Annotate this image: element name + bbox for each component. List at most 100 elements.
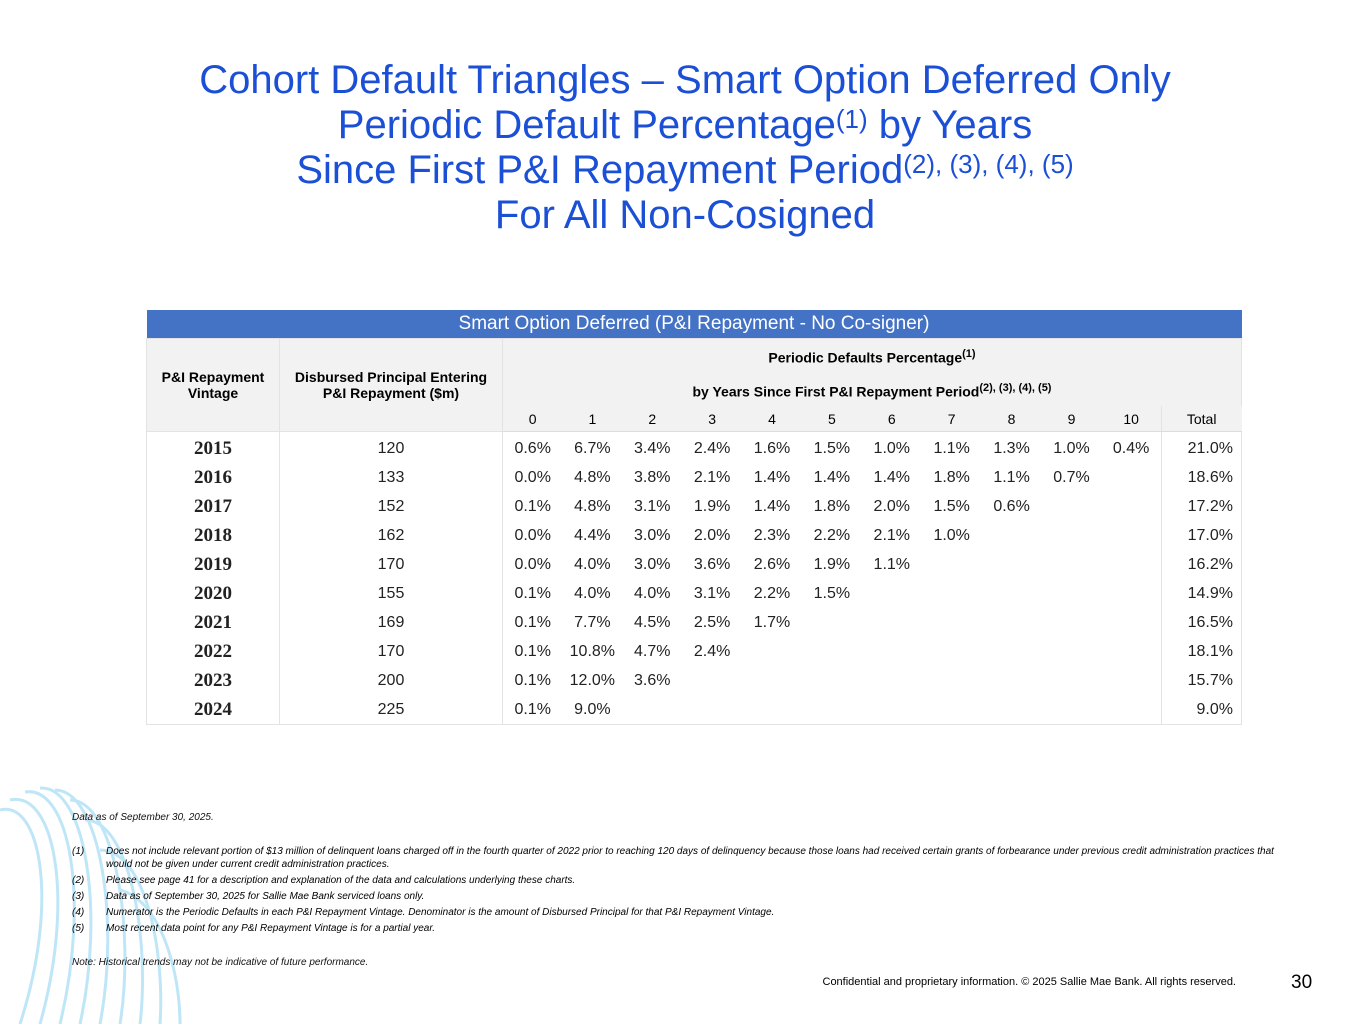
superscript: (1) xyxy=(835,104,868,134)
footnote-marker: (4) xyxy=(72,907,85,918)
empty-cell xyxy=(922,666,982,695)
period-cell: 0.1% xyxy=(514,584,551,602)
period-cell: 0.4% xyxy=(1112,439,1150,457)
total-cell: 16.2% xyxy=(1160,550,1243,580)
disclaimer-note: Note: Historical trends may not be indic… xyxy=(72,957,369,968)
empty-cell xyxy=(1101,637,1161,666)
empty-cell xyxy=(982,579,1042,608)
total-cell: 18.6% xyxy=(1160,463,1243,493)
period-cell: 4.5% xyxy=(633,613,671,631)
period-header: 4 xyxy=(742,406,802,433)
empty-cell xyxy=(1042,550,1102,579)
period-cell: 0.1% xyxy=(514,642,551,660)
period-cell: 1.6% xyxy=(753,439,791,457)
footnote-text: Numerator is the Periodic Defaults in ea… xyxy=(106,907,775,918)
period-cell: 0.1% xyxy=(514,497,551,515)
default-table: Smart Option Deferred (P&I Repayment - N… xyxy=(146,310,1243,726)
empty-cell xyxy=(801,695,862,726)
empty-cell xyxy=(1101,579,1161,608)
title-text: by Years xyxy=(878,103,1033,147)
footnote-text: Does not include relevant portion of $13… xyxy=(106,846,1274,870)
empty-cell xyxy=(742,637,802,666)
period-cell: 2.1% xyxy=(693,468,731,486)
footnote: (5) Most recent data point for any P&I Re… xyxy=(72,922,1302,935)
period-cell: 1.0% xyxy=(873,439,911,457)
vintage-cell: 2017 xyxy=(146,492,280,522)
period-cell: 10.8% xyxy=(569,642,616,660)
period-header: 3 xyxy=(682,406,743,433)
total-cell: 15.7% xyxy=(1160,666,1243,696)
principal-header: Disbursed Principal Entering P&I Repayme… xyxy=(279,337,503,433)
empty-cell xyxy=(1101,463,1161,492)
title-line: Periodic Default Percentage(1) by Years xyxy=(0,103,1365,148)
period-cell: 1.4% xyxy=(873,468,911,486)
period-cell: 2.2% xyxy=(813,526,851,544)
principal-cell: 169 xyxy=(279,608,503,638)
period-cell: 0.1% xyxy=(502,695,563,726)
period-cell: 4.4% xyxy=(574,526,611,544)
empty-cell xyxy=(922,579,982,608)
empty-cell xyxy=(981,695,1042,726)
empty-cell xyxy=(742,666,802,695)
period-cell: 0.6% xyxy=(514,439,551,457)
periodic-header: Periodic Defaults Percentage(1) by Years… xyxy=(502,338,1242,407)
period-cell: 0.0% xyxy=(514,555,551,573)
vintage-cell: 2018 xyxy=(146,521,280,551)
period-cell: 1.1% xyxy=(933,439,970,457)
period-header: 9 xyxy=(1041,406,1102,433)
empty-cell xyxy=(862,608,922,637)
vintage-cell: 2015 xyxy=(146,431,280,464)
period-cell: 1.5% xyxy=(813,439,851,457)
wave-lines xyxy=(0,786,182,1024)
footnote-marker: (2) xyxy=(72,875,85,886)
header-text: by Years Since First P&I Repayment Perio… xyxy=(692,383,980,400)
period-cell: 4.8% xyxy=(574,468,611,486)
period-cell: 2.3% xyxy=(753,526,791,544)
period-cell: 2.5% xyxy=(693,613,731,631)
empty-cell xyxy=(802,608,862,637)
period-cell: 4.0% xyxy=(633,584,671,602)
empty-cell xyxy=(861,695,922,726)
period-header-row: 0 1 2 3 4 5 6 7 8 9 10 Total xyxy=(147,406,1242,433)
superscript: (1) xyxy=(962,348,976,360)
empty-cell xyxy=(682,695,743,726)
empty-cell xyxy=(1042,492,1102,521)
wave xyxy=(39,786,93,1024)
period-cell: 1.0% xyxy=(1053,439,1090,457)
period-cell: 1.4% xyxy=(813,468,851,486)
period-header: 1 xyxy=(562,406,623,433)
period-cell: 0.7% xyxy=(1053,468,1090,486)
period-header: 5 xyxy=(801,406,862,433)
period-cell: 1.0% xyxy=(933,526,970,544)
empty-cell xyxy=(982,550,1042,579)
period-cell: 3.1% xyxy=(633,497,671,515)
period-cell: 0.0% xyxy=(514,526,551,544)
footnote-marker: (5) xyxy=(72,923,85,934)
period-cell: 12.0% xyxy=(569,671,616,689)
empty-cell xyxy=(982,521,1042,550)
table-row: 2024 225 0.1% 9.0% 9.0% xyxy=(146,695,1243,726)
title-line: For All Non-Cosigned xyxy=(494,193,876,237)
period-cell: 1.1% xyxy=(993,468,1030,486)
wave xyxy=(0,807,44,1024)
empty-cell xyxy=(982,666,1042,695)
header-line: by Years Since First P&I Repayment Perio… xyxy=(503,373,1241,407)
table-row: 2021 169 0.1% 7.7% 4.5% 2.5% 1.7% 16.5% xyxy=(146,608,1243,638)
principal-cell: 133 xyxy=(279,463,503,493)
footnotes: (1) Does not include relevant portion of … xyxy=(72,845,1302,938)
decorative-waves xyxy=(0,786,182,1024)
empty-cell xyxy=(802,666,862,695)
confidential-notice: Confidential and proprietary information… xyxy=(822,976,1237,988)
vintage-cell: 2023 xyxy=(146,666,280,696)
title: Cohort Default Triangles – Smart Option … xyxy=(0,58,1365,238)
total-cell: 16.5% xyxy=(1160,608,1243,638)
empty-cell xyxy=(1101,666,1161,695)
empty-cell xyxy=(982,608,1042,637)
header-line: Periodic Defaults Percentage(1) xyxy=(503,339,1241,373)
principal-cell: 120 xyxy=(279,431,503,464)
period-cell: 1.4% xyxy=(753,497,791,515)
table-body: 2015 120 0.6% 6.7% 3.4% 2.4% 1.6% 1.5% 1.0% 1.1% 1… xyxy=(146,431,1243,726)
header-text: Periodic Defaults Percentage xyxy=(768,349,963,366)
footnote: (1) Does not include relevant portion of … xyxy=(72,845,1302,871)
footnote: (3) Data as of September 30, 2025 for Sal… xyxy=(72,890,1302,903)
